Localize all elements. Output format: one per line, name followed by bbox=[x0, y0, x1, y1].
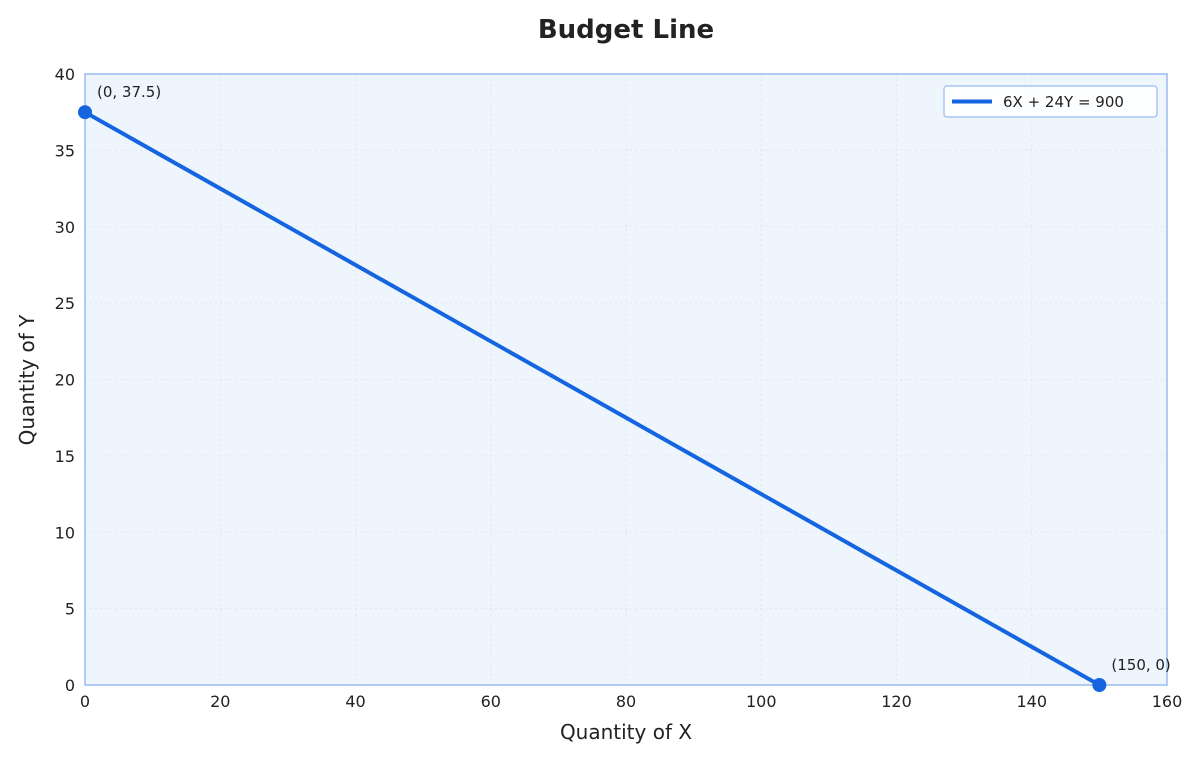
x-tick-label: 120 bbox=[881, 692, 912, 711]
grid-lines bbox=[85, 74, 1167, 685]
legend-label: 6X + 24Y = 900 bbox=[1003, 93, 1124, 111]
intercept-point bbox=[1092, 678, 1107, 692]
annotations: (0, 37.5) (150, 0) bbox=[97, 83, 1171, 674]
y-tick-label: 35 bbox=[55, 141, 75, 160]
x-tick-label: 60 bbox=[481, 692, 501, 711]
x-tick-label: 40 bbox=[345, 692, 365, 711]
y-tick-label: 5 bbox=[65, 600, 75, 619]
y-tick-label: 0 bbox=[65, 676, 75, 695]
legend: 6X + 24Y = 900 bbox=[943, 85, 1158, 118]
point-annotation: (150, 0) bbox=[1111, 656, 1170, 674]
x-tick-label: 0 bbox=[80, 692, 90, 711]
series-layer bbox=[78, 105, 1107, 692]
plot-frame bbox=[84, 73, 1168, 686]
legend-box bbox=[943, 85, 1158, 118]
y-axis-label: Quantity of Y bbox=[15, 314, 39, 445]
x-tick-label: 140 bbox=[1016, 692, 1047, 711]
y-tick-label: 15 bbox=[55, 447, 75, 466]
x-tick-label: 20 bbox=[210, 692, 230, 711]
y-tick-label: 20 bbox=[55, 371, 75, 390]
y-tick-label: 40 bbox=[55, 65, 75, 84]
x-tick-label: 100 bbox=[746, 692, 777, 711]
chart-title: Budget Line bbox=[538, 15, 714, 45]
intercept-point bbox=[78, 105, 92, 120]
y-tick-label: 30 bbox=[55, 218, 75, 237]
x-tick-label: 80 bbox=[616, 692, 636, 711]
point-annotation: (0, 37.5) bbox=[97, 83, 161, 101]
x-axis-label: Quantity of X bbox=[560, 720, 692, 744]
axis-ticks: 0 20 40 60 80 100 120 140 160 0 5 10 15 20 25 30 35 40 bbox=[55, 65, 1183, 711]
y-tick-label: 10 bbox=[55, 523, 75, 542]
y-tick-label: 25 bbox=[55, 294, 75, 313]
x-tick-label: 160 bbox=[1152, 692, 1183, 711]
budget-line-series bbox=[83, 110, 1102, 687]
